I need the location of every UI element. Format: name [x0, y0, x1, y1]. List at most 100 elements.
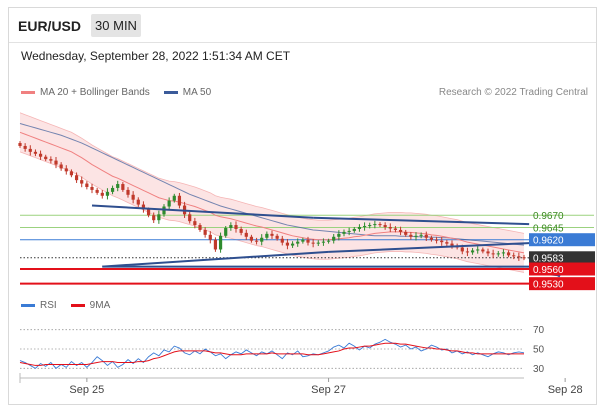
candle [378, 224, 382, 226]
level-label-0: 0.9670 [533, 211, 564, 222]
candle [172, 195, 176, 201]
rsi-line [19, 338, 525, 369]
candle [69, 171, 74, 176]
candle [193, 221, 197, 226]
x-tick-label-1: Sep 27 [311, 384, 346, 396]
rsi-tick-label-0: 70 [533, 325, 545, 336]
candle [33, 151, 38, 154]
candle [265, 233, 269, 238]
candle [429, 237, 434, 240]
candle [450, 243, 454, 246]
candle [59, 164, 63, 169]
candle [254, 240, 259, 242]
candle [501, 252, 506, 254]
candle [85, 183, 89, 187]
bollinger-band [20, 112, 524, 273]
level-label-2: 0.9620 [533, 236, 564, 247]
timeframe-button[interactable]: 30 MIN [91, 14, 141, 37]
candle [481, 249, 485, 252]
candle [409, 234, 413, 237]
candle [470, 250, 475, 253]
symbol-label: EUR/USD [18, 18, 82, 34]
candle [110, 187, 115, 192]
chart-header: EUR/USD 30 MIN [9, 8, 596, 43]
candle [290, 243, 295, 246]
candle [311, 242, 315, 244]
trendline-3 [328, 242, 530, 253]
candle [465, 251, 470, 253]
trendline-2 [102, 250, 329, 268]
candle [95, 189, 99, 193]
candle [496, 253, 500, 255]
candle [218, 235, 223, 250]
candles-group [18, 141, 526, 261]
level-label-bg-5 [529, 277, 595, 291]
candle [388, 227, 392, 229]
candle [522, 257, 526, 259]
candle [116, 184, 120, 188]
bollinger-upper [19, 112, 525, 234]
candle [188, 214, 192, 222]
ma50-line [19, 123, 525, 246]
candle [275, 235, 279, 239]
ma50-legend-label: MA 50 [182, 87, 212, 98]
candle [28, 148, 32, 152]
candle [383, 225, 387, 228]
chart-panel: EUR/USD 30 MIN Wednesday, September 28, … [8, 7, 597, 405]
level-label-bg-3 [529, 251, 595, 265]
candle [512, 255, 516, 257]
candle [49, 159, 53, 161]
rsi-ma9-line [19, 342, 524, 366]
candle [213, 239, 218, 250]
datetime-label: Wednesday, September 28, 2022 1:51:34 AM… [21, 49, 291, 63]
candle [177, 195, 182, 206]
credit-label: Research © 2022 Trading Central [438, 87, 588, 98]
candle [306, 239, 310, 243]
candle [167, 200, 171, 207]
candle [121, 184, 125, 190]
rsi-legend-label: RSI [40, 300, 57, 311]
candle [64, 168, 68, 172]
rsi-tick-label-1: 50 [533, 345, 545, 356]
candle [126, 189, 130, 195]
candle [445, 242, 449, 244]
candle [342, 231, 346, 234]
candle [517, 256, 521, 258]
candle [337, 233, 341, 237]
candle [18, 143, 22, 146]
ma20-line [19, 131, 525, 254]
candle [393, 228, 398, 230]
rsi-swatch [21, 304, 35, 307]
candle [157, 214, 161, 221]
candle [368, 225, 372, 227]
candle [260, 237, 264, 242]
bollinger-lower [19, 151, 525, 273]
candle [136, 199, 140, 205]
candle [434, 239, 439, 241]
level-label-3: 0.9583 [533, 254, 564, 265]
candle [244, 232, 248, 237]
level-label-bg-4 [529, 262, 595, 276]
candle [54, 160, 58, 165]
ma9-swatch [70, 304, 85, 307]
candle [44, 156, 48, 160]
candle [357, 227, 362, 229]
candle [321, 241, 326, 243]
candle [352, 228, 356, 231]
rsi-tick-label-2: 30 [533, 364, 545, 375]
ma20-swatch [21, 91, 35, 94]
candle [234, 225, 238, 229]
candle [373, 224, 377, 226]
candle [404, 231, 408, 235]
ma20-legend-label: MA 20 + Bollinger Bands [40, 87, 150, 98]
x-tick-label-0: Sep 25 [69, 384, 104, 396]
candle [419, 234, 423, 236]
candle [249, 236, 254, 241]
candle [198, 225, 202, 230]
candle [100, 192, 104, 196]
candle [80, 180, 84, 184]
level-label-1: 0.9645 [533, 223, 564, 234]
candle [506, 252, 511, 256]
candle [270, 233, 274, 236]
candle [424, 234, 428, 238]
